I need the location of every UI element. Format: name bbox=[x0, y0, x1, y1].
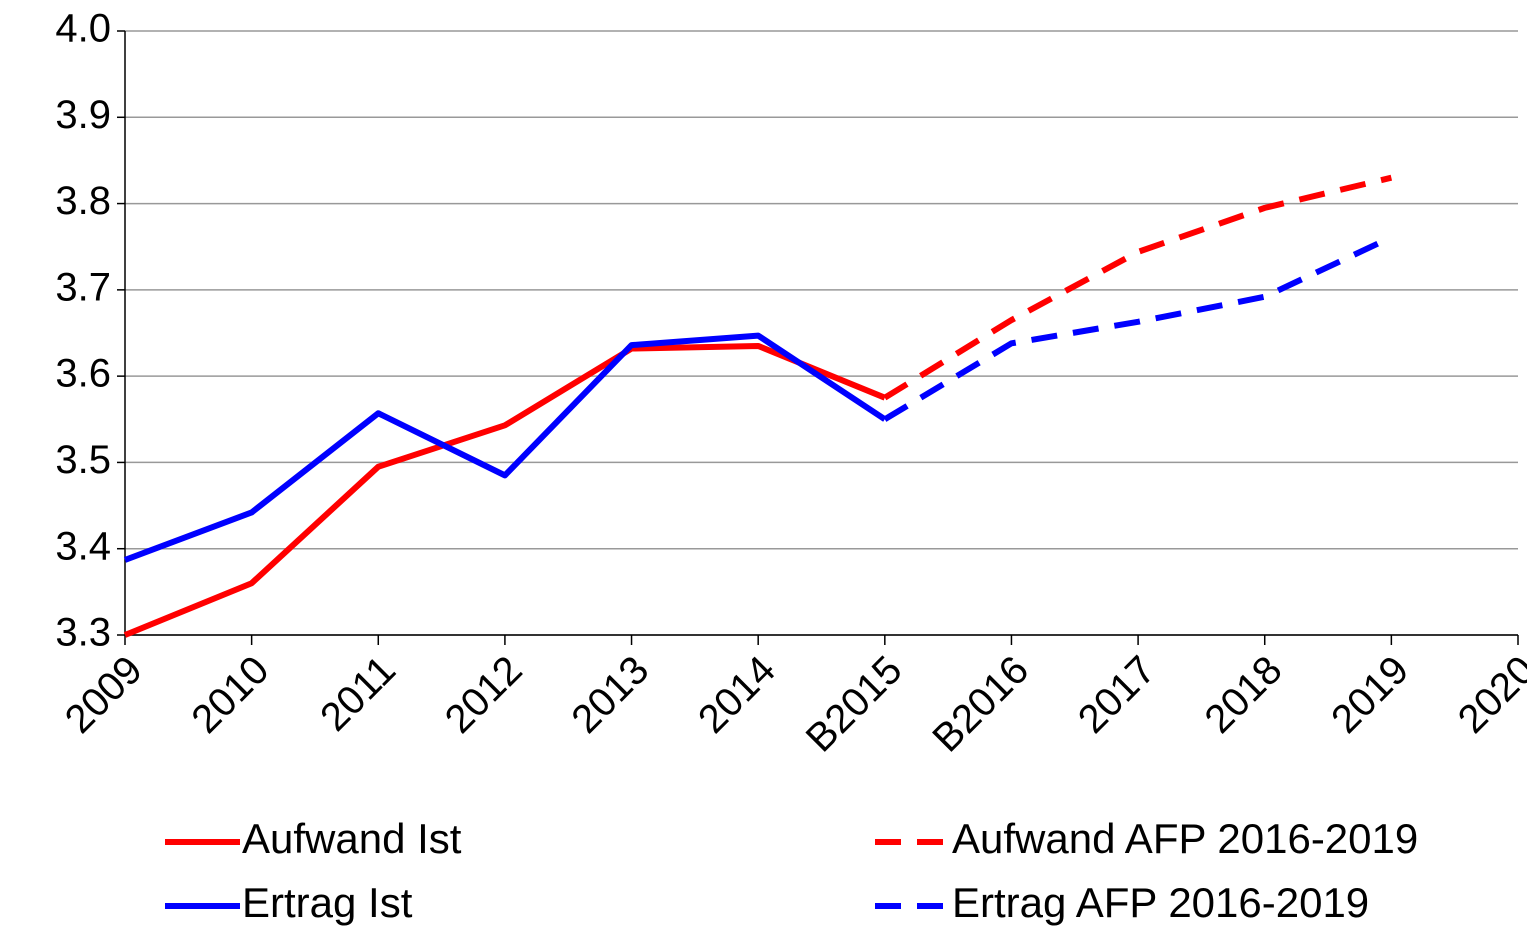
x-tick-label: 2018 bbox=[1197, 648, 1291, 742]
y-tick-label: 3.5 bbox=[55, 438, 111, 482]
x-tick-label: 2010 bbox=[183, 648, 277, 742]
y-tick-label: 4.0 bbox=[55, 7, 111, 51]
legend-label: Aufwand Ist bbox=[242, 815, 462, 862]
y-tick-label: 3.9 bbox=[55, 93, 111, 137]
x-tick-label: B2015 bbox=[798, 648, 911, 761]
y-tick-label: 3.6 bbox=[55, 352, 111, 396]
x-tick-label: B2016 bbox=[924, 648, 1037, 761]
x-tick-label: 2013 bbox=[563, 648, 657, 742]
legend-label: Aufwand AFP 2016-2019 bbox=[952, 815, 1418, 862]
legend-label: Ertrag Ist bbox=[242, 879, 413, 926]
series-line bbox=[883, 174, 1393, 401]
series-line bbox=[123, 332, 887, 563]
x-tick-label: 2019 bbox=[1323, 648, 1417, 742]
y-tick-label: 3.8 bbox=[55, 179, 111, 223]
y-tick-label: 3.4 bbox=[55, 524, 111, 568]
x-tick-label: 2014 bbox=[690, 648, 784, 742]
x-tick-label: 2011 bbox=[312, 648, 404, 740]
series-line bbox=[883, 234, 1393, 422]
y-tick-label: 3.3 bbox=[55, 611, 111, 655]
x-tick-label: 2009 bbox=[57, 648, 151, 742]
x-tick-label: 2012 bbox=[437, 648, 531, 742]
x-tick-label: 2020 bbox=[1450, 648, 1527, 742]
y-tick-label: 3.7 bbox=[55, 265, 111, 309]
x-tick-label: 2017 bbox=[1070, 648, 1164, 742]
legend-label: Ertrag AFP 2016-2019 bbox=[952, 879, 1369, 926]
series-line bbox=[123, 342, 886, 638]
